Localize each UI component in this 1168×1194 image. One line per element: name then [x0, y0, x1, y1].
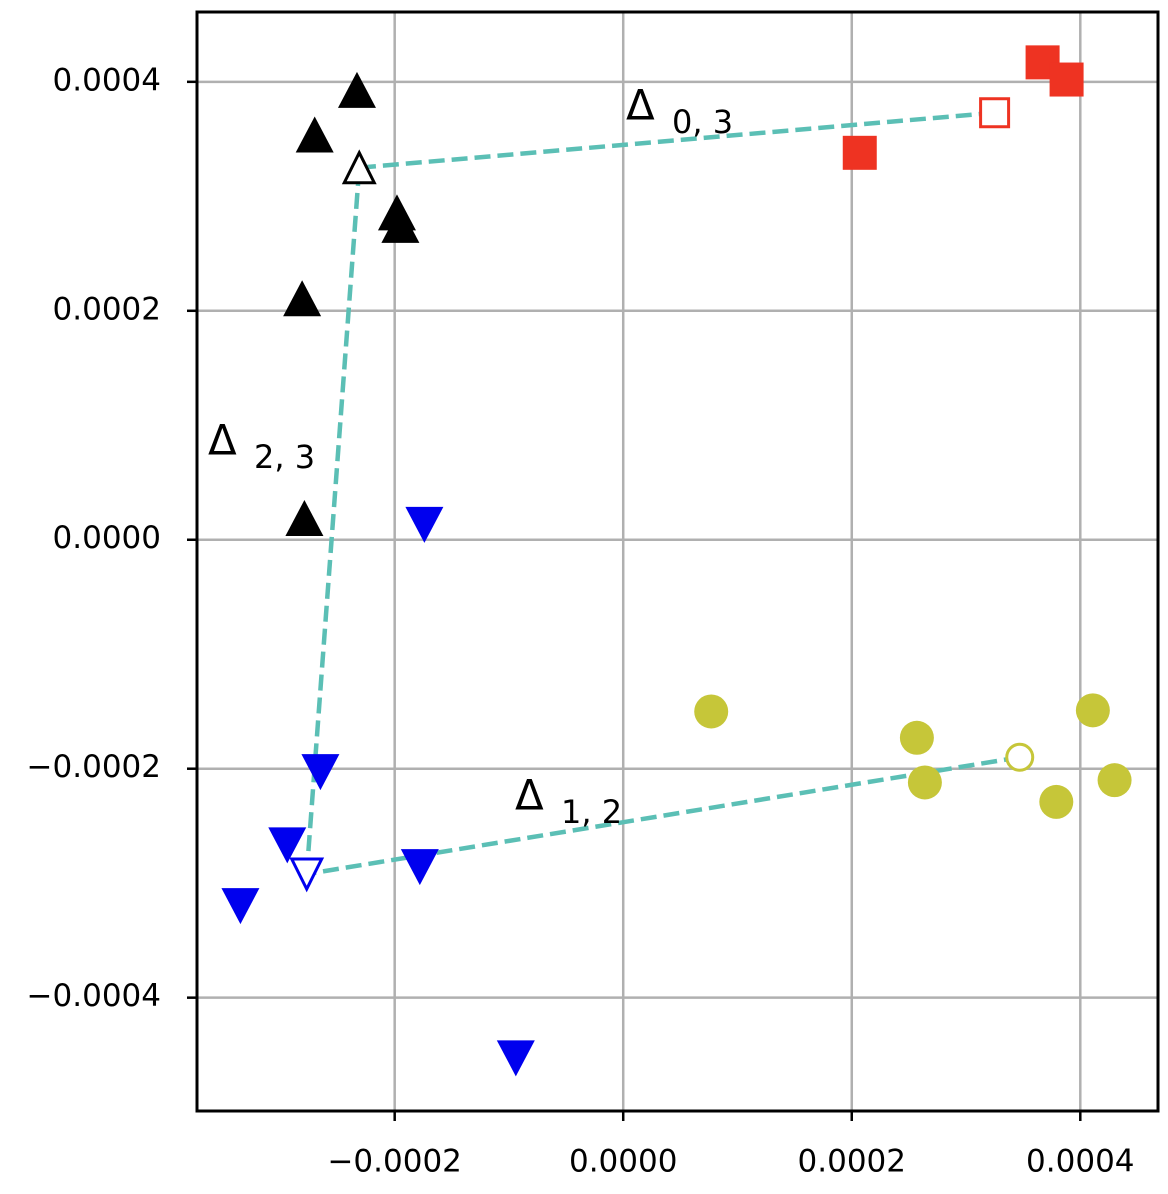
point	[1097, 763, 1132, 798]
point	[1049, 62, 1084, 97]
point	[295, 116, 334, 153]
x-tick-label: −0.0002	[327, 1144, 461, 1180]
point	[337, 71, 376, 108]
point	[842, 135, 877, 170]
annotation-symbol: Δ	[626, 81, 655, 130]
point	[1005, 742, 1035, 772]
point	[221, 888, 260, 925]
x-tick-label: 0.0000	[569, 1144, 677, 1180]
point	[289, 857, 325, 893]
y-tick-label: −0.0002	[27, 749, 161, 785]
annotation-symbol: Δ	[208, 416, 237, 465]
centroid-link	[359, 110, 995, 170]
point	[285, 499, 324, 536]
point	[899, 720, 934, 755]
x-tick-label: 0.0004	[1026, 1144, 1134, 1180]
point	[979, 97, 1011, 129]
point	[907, 765, 942, 800]
y-tick-label: −0.0004	[27, 978, 161, 1014]
annotation-subscript: 0, 3	[672, 103, 733, 141]
point	[301, 754, 340, 791]
plot-frame	[195, 10, 1160, 1113]
annotation-subscript: 2, 3	[254, 438, 315, 476]
point	[694, 694, 729, 729]
point	[268, 827, 307, 864]
x-tick-label: 0.0002	[798, 1144, 906, 1180]
y-tick-label: 0.0000	[53, 520, 161, 556]
annotation-subscript: 1, 2	[561, 793, 622, 831]
point	[381, 206, 420, 243]
point	[1039, 784, 1074, 819]
point	[283, 280, 322, 317]
point	[1075, 693, 1110, 728]
y-tick-label: 0.0002	[53, 291, 161, 327]
annotation-symbol: Δ	[515, 771, 544, 820]
y-tick-label: 0.0004	[53, 62, 161, 98]
point	[341, 149, 377, 185]
point	[496, 1040, 535, 1077]
point	[405, 506, 444, 543]
point	[400, 849, 439, 886]
